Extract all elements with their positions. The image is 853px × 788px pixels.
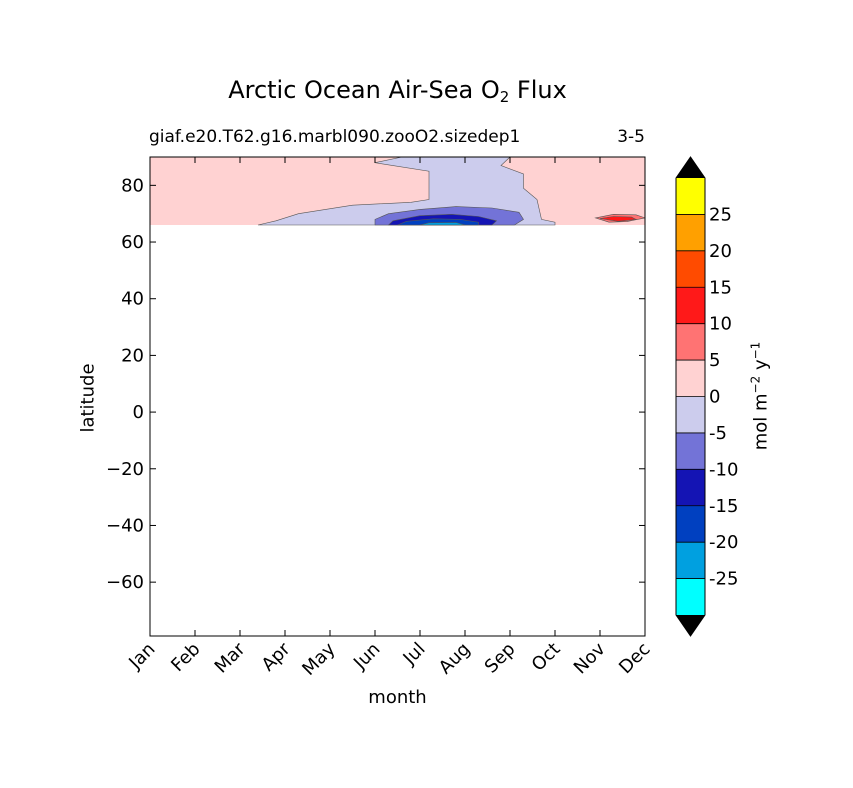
colorbar-swatch xyxy=(676,287,705,324)
colorbar-tick-label: 0 xyxy=(709,387,720,408)
contour-region xyxy=(599,216,638,222)
y-tick-label: 20 xyxy=(121,345,144,366)
colorbar-swatch xyxy=(676,469,705,506)
colorbar-tick-label: 25 xyxy=(709,204,732,225)
y-axis-label: latitude xyxy=(77,363,99,433)
x-tick-label: Jan xyxy=(124,639,159,674)
y-tick-label: 40 xyxy=(121,289,144,310)
x-axis-label: month xyxy=(368,687,427,708)
contour-region xyxy=(419,222,466,226)
x-axis: Jan Feb Mar Apr May Jun Jul Aug Sep Oct Nov Dec xyxy=(124,157,655,680)
colorbar-tick-label: -20 xyxy=(709,532,738,553)
colorbar-tick-label: 5 xyxy=(709,350,720,371)
y-tick-label: −40 xyxy=(106,515,144,536)
colorbar-min-extend xyxy=(676,615,705,636)
colorbar-tick-label: 20 xyxy=(709,241,732,262)
x-tick-label: Oct xyxy=(528,639,565,676)
colorbar: -25 -20 -15 -10 -5 0 5 10 15 20 25 xyxy=(675,156,738,637)
x-tick-label: Dec xyxy=(615,639,654,678)
colorbar-tick-label: 10 xyxy=(709,314,732,335)
colorbar-swatch xyxy=(676,432,705,470)
x-tick-label: Apr xyxy=(258,638,295,675)
colorbar-swatch xyxy=(676,542,705,579)
y-tick-label: 80 xyxy=(121,175,144,196)
colorbar-outline xyxy=(675,156,706,637)
colorbar-unit-label: mol m−2 y−1 xyxy=(748,341,772,451)
colorbar-tick-label: -10 xyxy=(709,459,738,480)
y-tick-label: 60 xyxy=(121,232,144,253)
colorbar-swatch xyxy=(676,360,705,397)
colorbar-swatch xyxy=(676,323,705,361)
years-label: 3-5 xyxy=(617,127,645,147)
y-tick-label: −20 xyxy=(106,459,144,480)
y-tick-label: −60 xyxy=(106,572,144,593)
axes-frame xyxy=(149,156,646,637)
x-tick-label: Feb xyxy=(167,639,204,676)
case-name-label: giaf.e20.T62.g16.marbl090.zooO2.sizedep1 xyxy=(149,127,521,147)
chart-title: Arctic Ocean Air-Sea O2 Flux xyxy=(228,76,567,106)
colorbar-swatch xyxy=(676,178,705,215)
x-tick-label: Sep xyxy=(481,639,520,678)
x-tick-label: Nov xyxy=(570,638,610,678)
y-tick-label: 0 xyxy=(133,402,144,423)
y-axis: −60 −40 −20 0 20 40 60 80 xyxy=(106,175,645,593)
colorbar-swatch xyxy=(676,505,705,543)
colorbar-max-extend xyxy=(676,157,705,178)
colorbar-tick-label: -25 xyxy=(709,569,738,590)
colorbar-tick-label: -5 xyxy=(709,423,727,444)
colorbar-swatch xyxy=(676,214,705,251)
colorbar-swatch xyxy=(676,396,705,433)
x-tick-label: Jun xyxy=(349,639,384,674)
x-tick-label: Aug xyxy=(435,639,475,679)
x-tick-label: Mar xyxy=(211,638,250,677)
x-tick-label: May xyxy=(298,638,339,679)
x-tick-label: Jul xyxy=(399,639,430,670)
colorbar-tick-label: -15 xyxy=(709,496,738,517)
colorbar-swatch xyxy=(676,250,705,288)
contour-fills xyxy=(150,157,645,226)
colorbar-swatch xyxy=(676,578,705,615)
colorbar-tick-label: 15 xyxy=(709,277,732,298)
